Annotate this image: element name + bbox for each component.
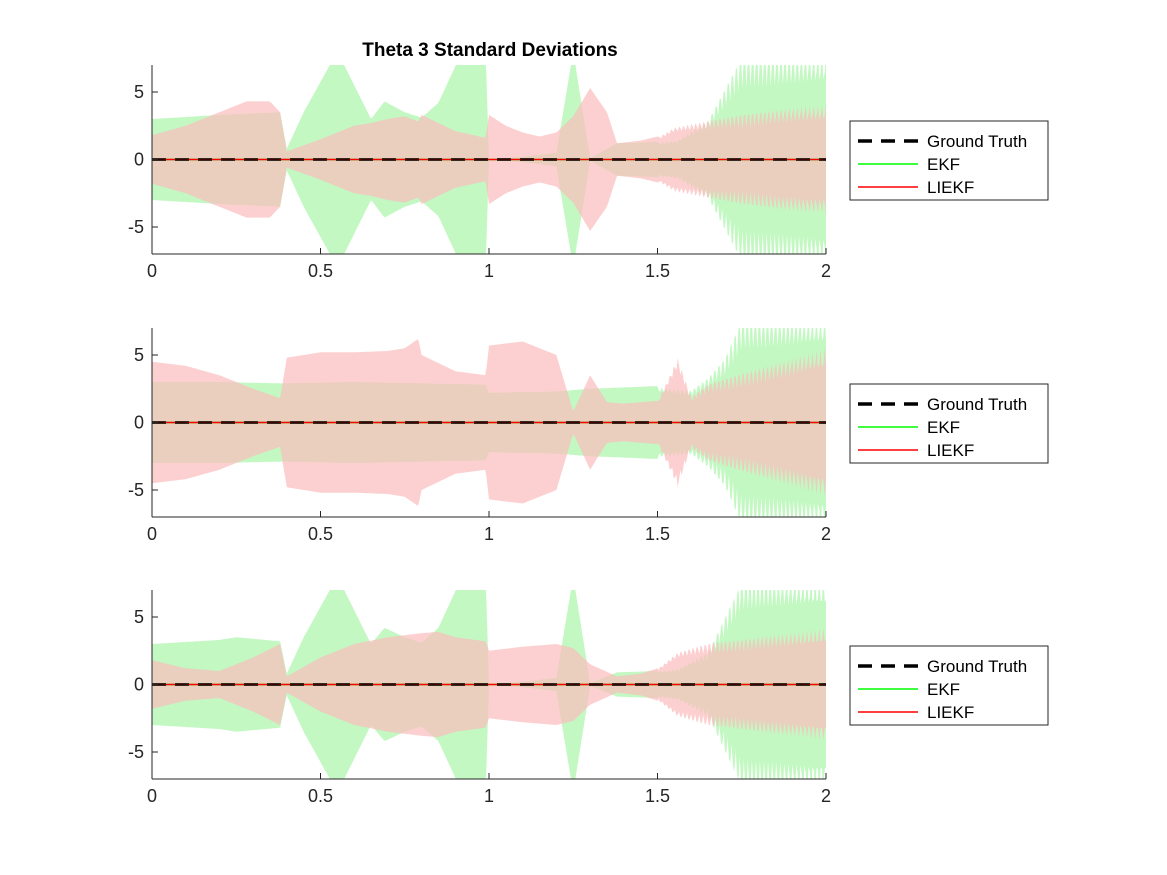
chart-panel-1: 0 0.5 1 1.5 2 5 0 -5 Ground Truth EKF LIEKF	[128, 65, 1049, 281]
chart-panel-2: 0 0.5 1 1.5 2 5 0 -5 Ground Truth EKF LIEKF	[128, 328, 1049, 544]
y-tick-label: -5	[128, 742, 144, 762]
legend-label: EKF	[927, 418, 960, 437]
legend-label: LIEKF	[927, 178, 974, 197]
legend-label: Ground Truth	[927, 395, 1027, 414]
x-tick-label: 0.5	[308, 261, 333, 281]
y-tick-label: 0	[134, 150, 144, 170]
y-tick-label: -5	[128, 480, 144, 500]
x-tick-label: 1	[484, 524, 494, 544]
plot-area	[152, 328, 826, 517]
x-tick-label: 0	[147, 524, 157, 544]
x-tick-label: 2	[821, 524, 831, 544]
plot-area	[152, 65, 826, 254]
x-tick-label: 1	[484, 261, 494, 281]
x-tick-label: 1.5	[645, 786, 670, 806]
y-tick-label: 5	[134, 345, 144, 365]
figure-title: Theta 3 Standard Deviations	[362, 40, 618, 61]
legend: Ground Truth EKF LIEKF	[849, 383, 1049, 464]
y-tick-label: 5	[134, 82, 144, 102]
legend-label: Ground Truth	[927, 132, 1027, 151]
plot-area	[152, 590, 826, 779]
legend-label: EKF	[927, 680, 960, 699]
x-tick-label: 0	[147, 786, 157, 806]
legend-label: Ground Truth	[927, 657, 1027, 676]
x-tick-label: 1.5	[645, 261, 670, 281]
x-tick-label: 2	[821, 261, 831, 281]
y-tick-label: 0	[134, 413, 144, 433]
x-tick-label: 0.5	[308, 524, 333, 544]
x-tick-label: 0.5	[308, 786, 333, 806]
x-tick-label: 2	[821, 786, 831, 806]
x-tick-label: 1.5	[645, 524, 670, 544]
legend-label: LIEKF	[927, 441, 974, 460]
legend-label: LIEKF	[927, 703, 974, 722]
y-tick-label: 5	[134, 607, 144, 627]
legend-label: EKF	[927, 155, 960, 174]
x-tick-label: 0	[147, 261, 157, 281]
legend: Ground Truth EKF LIEKF	[849, 120, 1049, 201]
legend: Ground Truth EKF LIEKF	[849, 645, 1049, 726]
x-tick-label: 1	[484, 786, 494, 806]
y-tick-label: 0	[134, 675, 144, 695]
chart-panel-3: 0 0.5 1 1.5 2 5 0 -5 Ground Truth EKF LIEKF	[128, 590, 1049, 806]
y-tick-label: -5	[128, 217, 144, 237]
